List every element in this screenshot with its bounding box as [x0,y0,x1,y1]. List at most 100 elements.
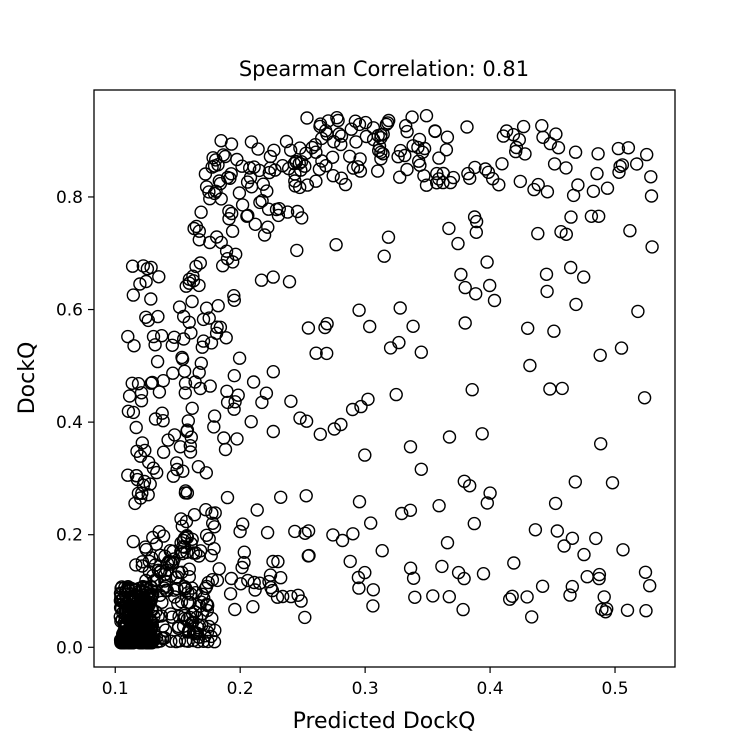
data-point [352,581,366,595]
data-point [223,587,238,601]
data-point [134,394,149,408]
y-axis: 0.0 0.2 0.4 0.6 0.8 [56,188,94,658]
data-point [525,610,539,624]
data-point [507,556,521,570]
data-point [527,182,541,197]
data-point [157,581,171,595]
data-point [187,508,202,522]
data-point [141,488,155,502]
data-point [207,409,222,423]
data-point [148,338,162,352]
data-point [184,616,199,630]
data-point [580,570,594,584]
data-point [393,143,408,158]
data-point [241,208,255,223]
data-point [414,462,428,476]
data-point [539,267,554,281]
data-point [139,310,153,324]
data-point [371,164,385,178]
data-point [393,170,407,184]
data-point [630,157,644,171]
data-point [144,551,159,565]
data-point [600,181,615,195]
data-point [135,555,150,569]
data-point [207,520,222,534]
data-point [179,514,194,529]
data-point [614,341,629,355]
data-point [166,366,180,380]
data-point [165,338,180,352]
data-point [460,120,474,134]
data-point [212,562,226,576]
data-point [591,147,605,161]
data-point [246,375,261,389]
data-point [225,255,240,269]
data-point [577,547,591,562]
data-point [145,618,160,632]
data-point [180,424,194,439]
data-point [193,256,208,270]
data-point [435,559,449,574]
data-point [255,395,269,410]
data-point [334,417,348,432]
data-point [124,615,138,629]
data-point [225,224,240,238]
data-point [155,406,169,420]
data-point [203,235,217,250]
data-point [399,118,413,133]
data-point [557,539,571,553]
data-point [235,198,250,212]
data-point [319,158,333,173]
data-point [253,576,267,590]
data-point [188,375,202,389]
data-point [353,152,367,166]
data-point [267,143,281,158]
data-point [469,225,483,240]
data-point [554,224,568,239]
data-point [131,377,146,391]
data-point [149,465,164,480]
data-point [147,574,162,588]
data-point [171,621,186,635]
data-point [428,124,442,139]
data-point [192,233,207,247]
data-point [155,595,169,609]
data-point [138,540,153,554]
data-point [262,574,276,589]
data-point [593,348,607,362]
data-point [173,440,188,454]
data-point [242,161,257,175]
data-point [167,590,182,604]
x-axis: 0.1 0.2 0.3 0.4 0.5 [102,667,629,699]
data-point [566,188,581,203]
data-point [209,326,224,340]
data-point [551,140,566,155]
data-point [175,519,190,533]
data-point [389,387,403,402]
data-point [595,602,609,617]
data-point [113,593,128,608]
data-point [121,605,135,619]
data-point [140,262,155,276]
data-point [129,558,143,572]
data-point [348,114,363,128]
data-point [224,206,239,221]
data-point [419,178,434,192]
data-point [211,299,225,313]
data-point [643,579,657,593]
data-point [513,174,527,189]
data-point [271,554,285,569]
data-point [180,486,195,500]
data-point [137,474,152,489]
data-point [299,146,313,161]
data-point [568,145,583,159]
data-point [432,151,446,165]
data-point [352,495,367,509]
data-point [346,527,360,541]
data-point [518,147,532,161]
data-point [205,160,219,174]
data-point [248,217,263,232]
data-point [403,503,418,517]
data-point [288,524,302,539]
data-point [476,567,491,581]
